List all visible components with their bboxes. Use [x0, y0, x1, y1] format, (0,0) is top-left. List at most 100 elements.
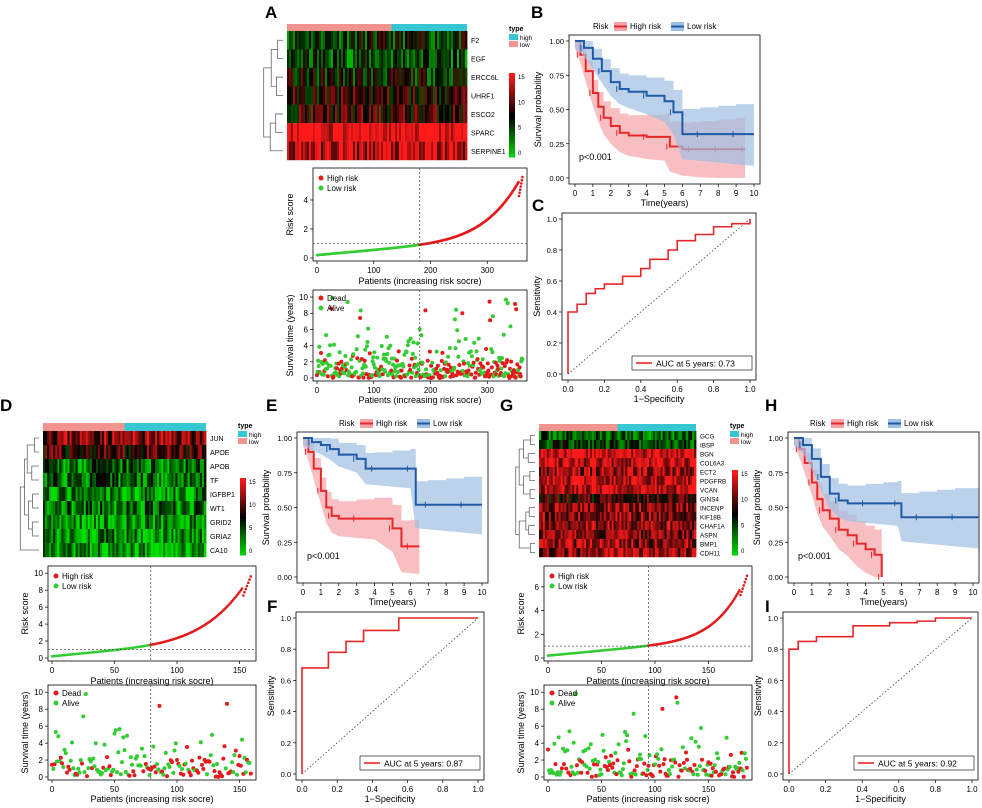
heatmap-cell [646, 494, 650, 504]
heatmap-cell [552, 521, 556, 531]
heatmap-cell [601, 521, 605, 531]
heatmap-cell [75, 529, 79, 544]
heatmap-cell [591, 530, 595, 540]
y-axis-label: Survival time (years) [516, 691, 526, 773]
heatmap-cell [429, 49, 432, 69]
alive-point [88, 759, 93, 764]
heatmap-cell [605, 458, 609, 468]
heatmap-cell [682, 458, 685, 468]
heatmap-cell [621, 458, 624, 468]
heatmap-cell [465, 67, 468, 87]
heatmap-cell [183, 515, 187, 530]
alive-point [625, 733, 630, 738]
y-tick-label: 2 [304, 358, 309, 367]
heatmap-cell [401, 67, 404, 87]
x-tick-label: 9 [953, 588, 958, 597]
heatmap-cell [459, 104, 462, 124]
heatmap-cell [177, 501, 180, 516]
colorbar-tick: 0 [249, 549, 253, 555]
heatmap-cell [674, 548, 677, 558]
heatmap-cell [558, 485, 561, 495]
dead-point [515, 362, 520, 367]
heatmap-cell [633, 467, 636, 477]
panel-letter-H: H [765, 396, 777, 415]
heatmap-cell [435, 104, 438, 124]
heatmap-cell [181, 501, 184, 516]
heatmap-cell [183, 529, 187, 544]
alive-point [392, 356, 397, 361]
heatmap-cell [439, 67, 442, 87]
legend-dead-dot [549, 690, 555, 696]
dead-point [60, 761, 64, 766]
heatmap-cell [69, 459, 72, 474]
heatmap-cell [289, 31, 292, 50]
dead-point [562, 762, 566, 767]
p-value: p<0.001 [798, 551, 831, 561]
heatmap-cell [556, 458, 560, 468]
heatmap-cell [108, 431, 111, 446]
heatmap-cell [625, 503, 628, 513]
heatmap-cell [317, 31, 320, 50]
dead-point [517, 365, 522, 370]
heatmap-cell [601, 539, 605, 549]
heatmap-cell [93, 459, 97, 474]
heatmap-cell [447, 104, 450, 124]
heatmap-cell [163, 543, 166, 558]
heatmap-cell [650, 512, 654, 522]
dead-point [181, 772, 186, 777]
heatmap-cell [59, 501, 62, 516]
heatmap-cell [674, 521, 677, 531]
heatmap-cell [313, 67, 316, 87]
heatmap-cell [603, 521, 607, 531]
heatmap-cell [165, 445, 168, 460]
heatmap-cell [601, 476, 605, 486]
heatmap-cell [625, 539, 628, 549]
heatmap-cell [331, 49, 334, 69]
heatmap-cell [73, 473, 76, 488]
heatmap-cell [597, 512, 601, 522]
heatmap-cell [136, 501, 140, 516]
dead-point [513, 302, 518, 306]
heatmap-cell [126, 487, 129, 502]
heatmap-cell [63, 459, 66, 474]
heatmap-cell [142, 431, 146, 446]
y-tick-label: 2 [535, 756, 540, 765]
heatmap-cell [437, 141, 440, 161]
heatmap-cell [403, 104, 406, 124]
heatmap-cell [548, 539, 552, 549]
heatmap-cell [347, 104, 350, 124]
plot-frame [543, 565, 753, 662]
heatmap-cell [678, 521, 681, 531]
heatmap-cell [405, 123, 408, 142]
heatmap-cell [349, 67, 352, 87]
heatmap-cell [613, 458, 616, 468]
heatmap-cell [639, 440, 642, 450]
heatmap-cell [686, 521, 689, 531]
heatmap-cell [652, 548, 656, 558]
colorbar-step [240, 485, 246, 489]
heatmap-cell [177, 515, 180, 530]
heatmap-cell [576, 431, 579, 441]
heatmap-cell [692, 530, 695, 540]
heatmap-cell [391, 123, 394, 142]
heatmap-cell [564, 476, 567, 486]
plot-frame [47, 684, 257, 781]
heatmap-cell [611, 449, 614, 459]
alive-point [480, 357, 485, 362]
heatmap-cell [591, 494, 595, 504]
heatmap-cell [295, 141, 298, 161]
heatmap-cell [648, 530, 652, 540]
heatmap-cell [309, 123, 312, 142]
heatmap-cell [619, 458, 622, 468]
heatmap-cell [670, 521, 673, 531]
colorbar-step [240, 531, 246, 535]
heatmap-cell [656, 539, 660, 549]
heatmap-cell [650, 485, 654, 495]
alive-point [142, 754, 147, 759]
heatmap-cell [138, 543, 142, 558]
heatmap-cell [431, 49, 434, 69]
heatmap-cell [100, 459, 103, 474]
heatmap-cell [560, 431, 563, 441]
heatmap-cell [544, 530, 548, 540]
heatmap-cell [644, 530, 648, 540]
